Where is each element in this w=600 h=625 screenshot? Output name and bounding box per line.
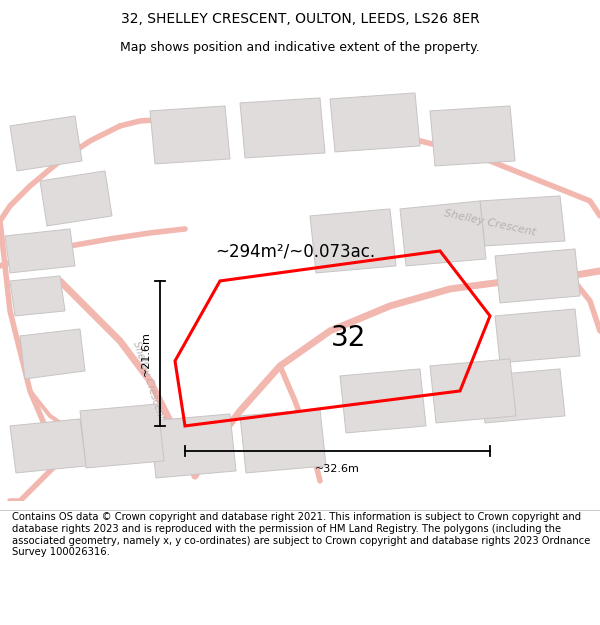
Polygon shape — [480, 369, 565, 423]
Text: ~21.6m: ~21.6m — [141, 331, 151, 376]
Polygon shape — [480, 196, 565, 246]
Polygon shape — [40, 171, 112, 226]
Polygon shape — [10, 419, 86, 473]
Polygon shape — [240, 409, 326, 473]
Text: 32, SHELLEY CRESCENT, OULTON, LEEDS, LS26 8ER: 32, SHELLEY CRESCENT, OULTON, LEEDS, LS2… — [121, 12, 479, 26]
Text: Shelley Crescent: Shelley Crescent — [131, 341, 166, 421]
Polygon shape — [330, 93, 420, 152]
Polygon shape — [150, 414, 236, 478]
Polygon shape — [495, 309, 580, 363]
Polygon shape — [5, 229, 75, 273]
Polygon shape — [10, 276, 65, 316]
Text: ~32.6m: ~32.6m — [315, 464, 360, 474]
Text: Map shows position and indicative extent of the property.: Map shows position and indicative extent… — [120, 41, 480, 54]
Polygon shape — [20, 329, 85, 379]
Text: Contains OS data © Crown copyright and database right 2021. This information is : Contains OS data © Crown copyright and d… — [12, 512, 590, 558]
Text: 32: 32 — [331, 324, 366, 352]
Polygon shape — [340, 369, 426, 433]
Polygon shape — [430, 359, 516, 423]
Polygon shape — [495, 249, 580, 303]
Polygon shape — [240, 98, 325, 158]
Polygon shape — [10, 116, 82, 171]
Text: Shelley Crescent: Shelley Crescent — [443, 208, 537, 238]
Polygon shape — [400, 201, 486, 266]
Polygon shape — [150, 106, 230, 164]
Polygon shape — [430, 106, 515, 166]
Text: ~294m²/~0.073ac.: ~294m²/~0.073ac. — [215, 243, 375, 261]
Polygon shape — [80, 404, 164, 468]
Polygon shape — [310, 209, 396, 273]
